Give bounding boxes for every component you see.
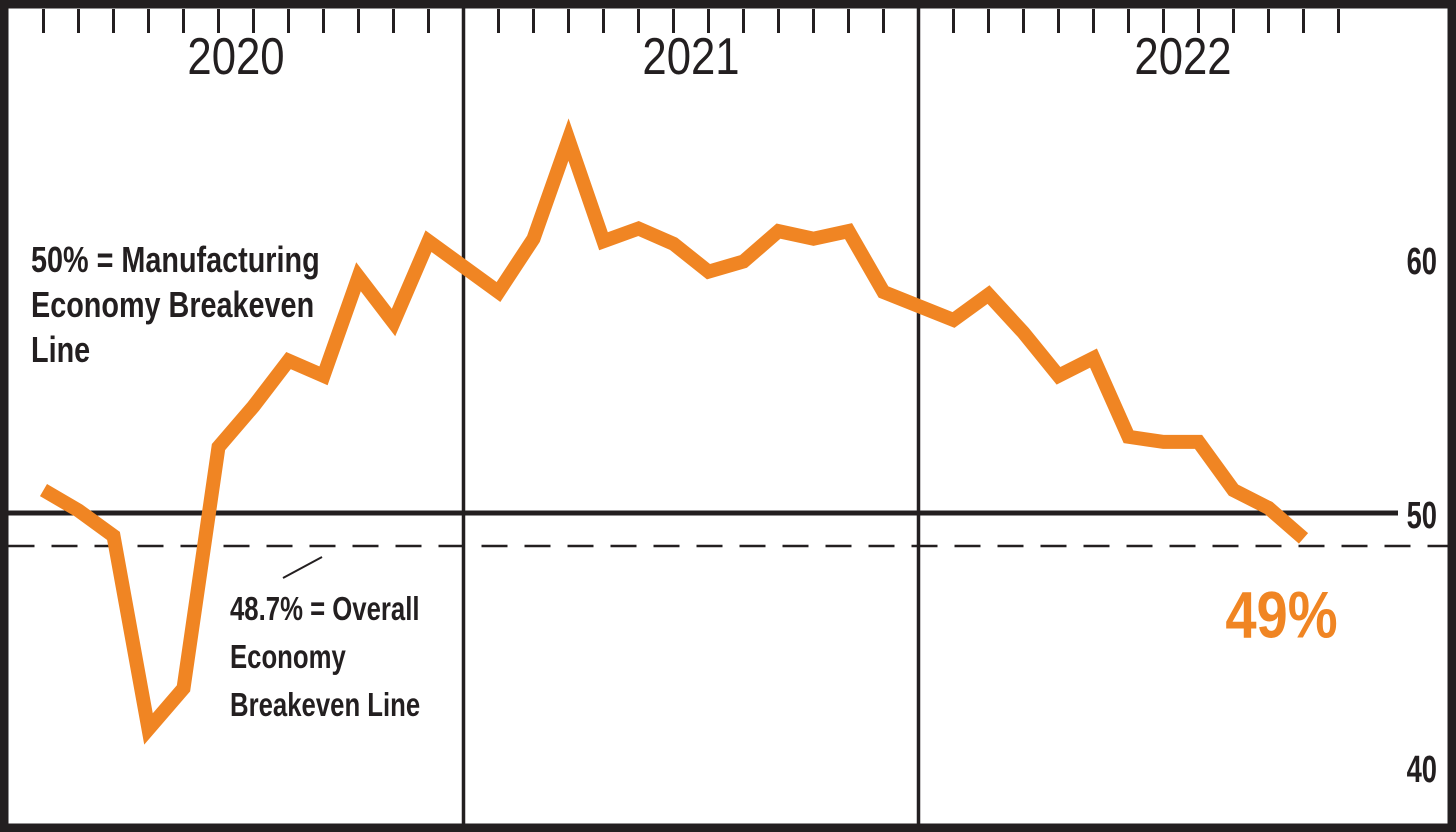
pmi-data-line <box>39 118 1309 745</box>
month-ticks <box>42 9 1340 33</box>
annotation-manufacturing-breakeven: 50% = Manufacturing Economy Breakeven Li… <box>31 239 320 370</box>
annotation-line: 50% = Manufacturing <box>31 239 320 280</box>
annotation-line: Economy <box>230 639 346 676</box>
y-axis-tick-label: 40 <box>1407 749 1437 791</box>
y-axis-tick-label: 60 <box>1407 241 1437 283</box>
annotation-line: Economy Breakeven <box>31 284 314 325</box>
annotation-overall-breakeven: 48.7% = Overall Economy Breakeven Line <box>230 556 420 724</box>
year-label-2020: 2020 <box>187 29 284 86</box>
year-label-2022: 2022 <box>1134 29 1231 86</box>
end-value-label: 49% <box>1225 578 1337 651</box>
leader-line <box>282 556 323 579</box>
y-axis-tick-label: 50 <box>1407 495 1437 537</box>
year-separators <box>461 8 921 824</box>
year-label-2021: 2021 <box>642 29 739 86</box>
annotation-line: Breakeven Line <box>230 687 420 724</box>
annotation-line: Line <box>31 329 90 370</box>
annotation-line: 48.7% = Overall <box>230 591 420 628</box>
